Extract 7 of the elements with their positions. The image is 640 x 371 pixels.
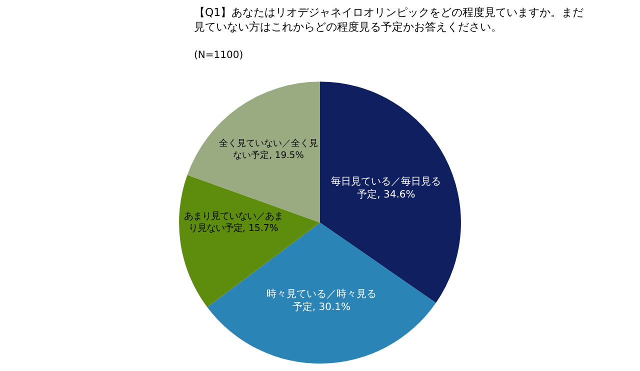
- slice-label: 毎日見ている／毎日見る予定, 34.6%: [331, 175, 442, 200]
- slice-label: あまり見ていない／あまり見ない予定, 15.7%: [184, 210, 283, 234]
- chart-subtitle: (N=1100): [194, 50, 244, 61]
- slice-label: 時々見ている／時々見る予定, 30.1%: [266, 288, 376, 313]
- chart-title: 【Q1】あなたはリオデジャネイロオリンピックをどの程度見ていますか。まだ見ていない方はこれからどの程度見る予定かお答えください。: [194, 6, 584, 34]
- slice-label: 全く見ていない／全く見ない予定, 19.5%: [219, 138, 318, 162]
- pie-slice: [207, 222, 436, 364]
